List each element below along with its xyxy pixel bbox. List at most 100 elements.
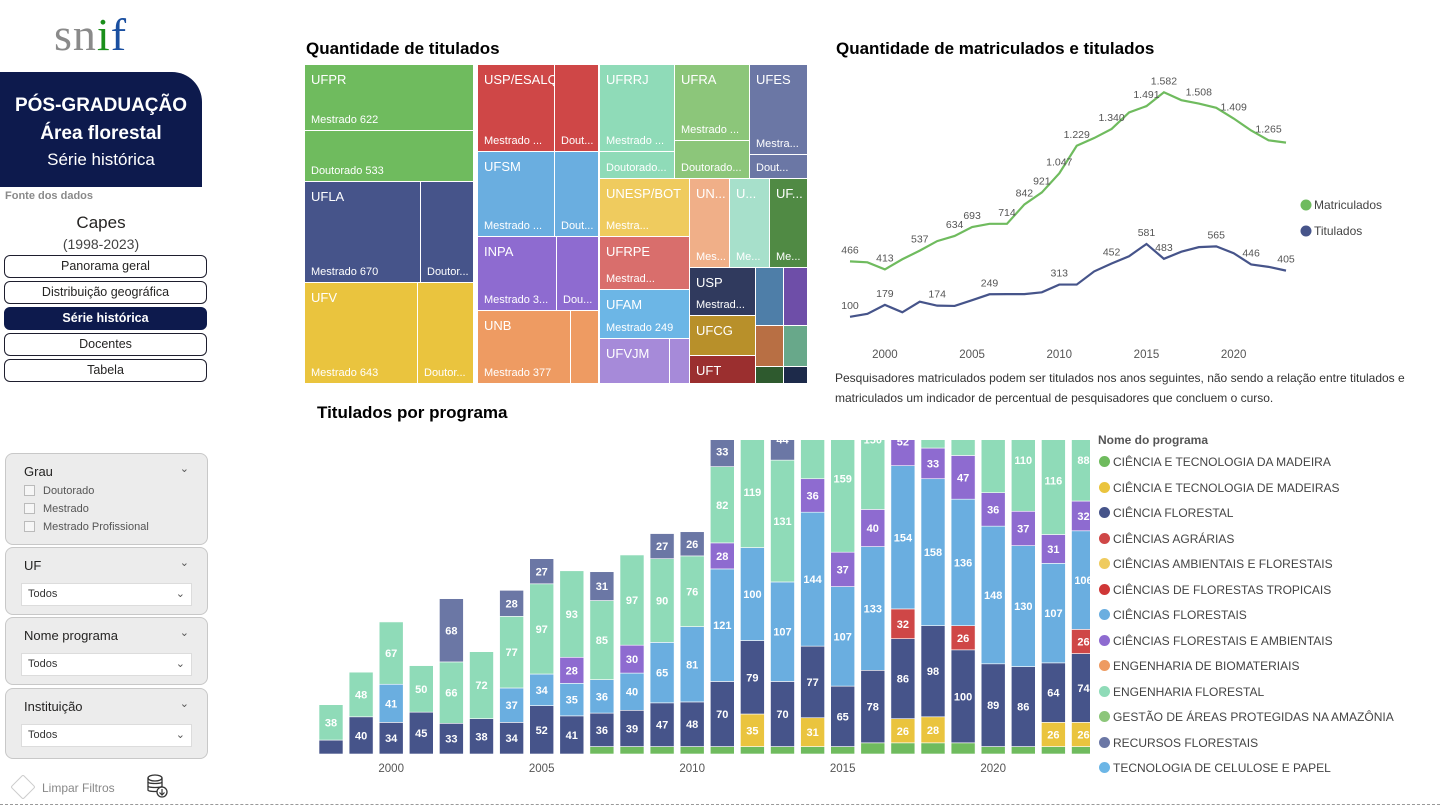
bar-segment[interactable] [1010, 746, 1036, 755]
bar-segment[interactable] [589, 746, 615, 755]
bar-segment[interactable] [800, 478, 825, 513]
nav-panorama-geral-button[interactable]: Panorama geral [4, 255, 207, 278]
treemap-cell[interactable] [784, 326, 808, 367]
chevron-down-icon[interactable]: ⌄ [179, 463, 189, 475]
nav-distribuicao-geografica-button[interactable]: Distribuição geográfica [4, 281, 207, 304]
bar-segment[interactable] [980, 746, 1006, 755]
bar-segment[interactable] [559, 683, 585, 717]
bar-segment[interactable] [649, 702, 675, 747]
bar-segment[interactable] [800, 746, 825, 755]
bar-segment[interactable] [770, 746, 795, 755]
bar-segment[interactable] [920, 447, 946, 480]
treemap-cell[interactable]: Dout... [555, 152, 599, 237]
bar-segment[interactable] [920, 478, 946, 626]
checkbox-icon[interactable] [24, 503, 35, 514]
bar-segment[interactable] [740, 547, 765, 641]
uf-dropdown[interactable]: Todos ⌄ [21, 583, 192, 606]
bar-segment[interactable] [950, 625, 976, 651]
treemap-cell[interactable]: Dou... [557, 237, 599, 311]
treemap-cell[interactable]: Doutorado... [675, 141, 750, 179]
bar-segment[interactable] [378, 722, 404, 755]
treemap-cell-unesp-bot[interactable]: UNESP/BOT Mestra... [600, 179, 690, 237]
bar-segment[interactable] [529, 673, 554, 706]
chevron-down-icon[interactable]: ⌄ [179, 698, 189, 710]
legend-item[interactable]: CIÊNCIA E TECNOLOGIA DA MADEIRA [1099, 455, 1331, 469]
bar-segment[interactable] [890, 638, 916, 719]
bar-segment[interactable] [1041, 440, 1066, 535]
bar-segment[interactable] [619, 672, 645, 711]
bar-segment[interactable] [709, 746, 735, 755]
legend-item[interactable]: GESTÃO DE ÁREAS PROTEGIDAS NA AMAZÔNIA [1099, 710, 1394, 724]
bar-segment[interactable] [890, 608, 916, 639]
bar-segment[interactable] [348, 716, 374, 755]
bar-segment[interactable] [980, 492, 1006, 527]
bar-segment[interactable] [890, 742, 916, 755]
bar-segment[interactable] [860, 546, 886, 671]
treemap-cell-ufpr[interactable]: UFPR Mestrado 622 [305, 65, 474, 131]
bar-segment[interactable] [740, 440, 765, 548]
bar-segment[interactable] [1071, 440, 1091, 502]
grau-option-mestrado[interactable]: Mestrado [24, 503, 89, 515]
clear-filters-button[interactable]: Limpar Filtros [10, 774, 115, 800]
bar-segment[interactable] [439, 661, 464, 724]
legend-item[interactable]: CIÊNCIAS FLORESTAIS E AMBIENTAIS [1099, 634, 1333, 648]
treemap-cell[interactable] [784, 268, 808, 326]
bar-segment[interactable] [950, 742, 976, 755]
checkbox-icon[interactable] [24, 485, 35, 496]
bar-segment[interactable] [740, 713, 765, 747]
legend-item[interactable]: CIÊNCIAS AMBIENTAIS E FLORESTAIS [1099, 557, 1333, 571]
grau-option-doutorado[interactable]: Doutorado [24, 485, 94, 497]
treemap-cell-ufsm[interactable]: UFSM Mestrado ... [478, 152, 555, 237]
bar-segment[interactable] [709, 440, 735, 467]
bar-segment[interactable] [499, 687, 524, 723]
bar-segment[interactable] [679, 531, 705, 557]
bar-segment[interactable] [800, 645, 825, 719]
treemap-cell-ufla[interactable]: UFLA Mestrado 670 [305, 182, 421, 283]
bar-segment[interactable] [529, 583, 554, 675]
bar-segment[interactable] [559, 715, 585, 755]
treemap-cell-inpa[interactable]: INPA Mestrado 3... [478, 237, 557, 311]
treemap-cell-u-[interactable]: U... Me... [730, 179, 770, 268]
treemap-cell-uf-[interactable]: UF... Me... [770, 179, 808, 268]
instituicao-dropdown[interactable]: Todos ⌄ [21, 724, 192, 747]
bar-segment[interactable] [499, 616, 524, 689]
legend-item[interactable]: CIÊNCIA FLORESTAL [1099, 506, 1233, 520]
bar-segment[interactable] [770, 681, 795, 747]
bar-segment[interactable] [1041, 662, 1066, 723]
bar-segment[interactable] [1010, 666, 1036, 747]
bar-segment[interactable] [1010, 545, 1036, 667]
bar-segment[interactable] [709, 681, 735, 747]
treemap-cell[interactable]: Doutorado 533 [305, 131, 474, 182]
bar-segment[interactable] [709, 542, 735, 570]
bar-segment[interactable] [1071, 746, 1091, 755]
bar-segment[interactable] [679, 626, 705, 703]
bar-segment[interactable] [529, 558, 554, 585]
bar-segment[interactable] [950, 649, 976, 744]
bar-segment[interactable] [740, 746, 765, 755]
bar-segment[interactable] [589, 600, 615, 680]
chevron-down-icon[interactable]: ⌄ [179, 627, 189, 639]
bar-segment[interactable] [830, 440, 856, 553]
treemap-cell[interactable]: Dout... [750, 155, 808, 179]
treemap-cell[interactable] [670, 339, 690, 384]
chevron-down-icon[interactable]: ⌄ [179, 557, 189, 569]
bar-segment[interactable] [1041, 722, 1066, 747]
bar-segment[interactable] [980, 663, 1006, 747]
bar-segment[interactable] [409, 665, 434, 713]
legend-item[interactable]: TECNOLOGIA DE CELULOSE E PAPEL [1099, 761, 1331, 775]
bar-segment[interactable] [740, 640, 765, 715]
legend-item[interactable]: ENGENHARIA DE BIOMATERIAIS [1099, 659, 1299, 673]
legend-item[interactable]: CIÊNCIAS DE FLORESTAS TROPICAIS [1099, 583, 1331, 597]
bar-segment[interactable] [619, 746, 645, 755]
bar-segment[interactable] [619, 644, 645, 674]
bar-segment[interactable] [499, 590, 524, 617]
bar-segment[interactable] [318, 739, 344, 755]
bar-segment[interactable] [649, 746, 675, 755]
treemap-cell[interactable]: Dout... [555, 65, 599, 152]
legend-item[interactable]: RECURSOS FLORESTAIS [1099, 736, 1258, 750]
treemap-cell[interactable]: Doutorado... [600, 152, 675, 179]
bar-segment[interactable] [980, 440, 1006, 493]
treemap-cell-ufes[interactable]: UFES Mestra... [750, 65, 808, 155]
bar-segment[interactable] [860, 509, 886, 547]
bar-segment[interactable] [559, 570, 585, 658]
